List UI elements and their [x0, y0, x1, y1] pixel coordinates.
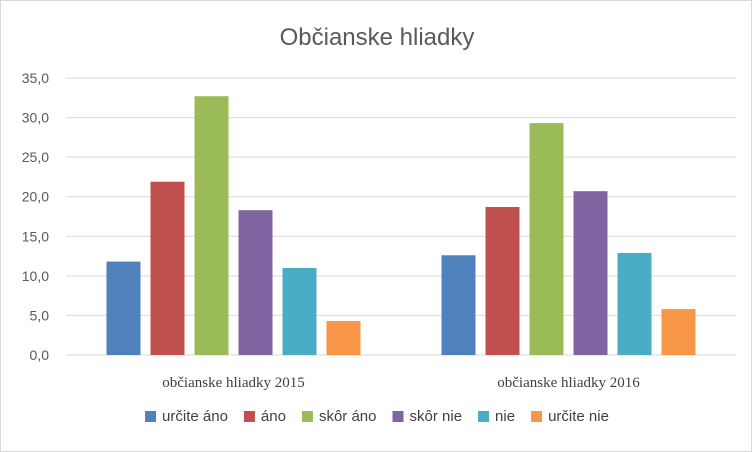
bars	[106, 96, 696, 356]
legend-label: nie	[495, 408, 515, 425]
y-tick-label: 0,0	[30, 347, 50, 363]
legend-item: skôr áno	[301, 408, 377, 425]
legend-swatch	[243, 411, 255, 422]
y-tick-label: 15,0	[22, 228, 49, 244]
bar	[661, 309, 696, 355]
bar	[529, 123, 564, 356]
legend: určite áno áno skôr áno skôr nie nie určite n…	[145, 408, 609, 425]
bar	[194, 96, 229, 356]
legend-item: áno	[243, 408, 286, 425]
legend-swatch	[301, 411, 313, 422]
bar	[441, 255, 476, 355]
y-tick-label: 35,0	[22, 70, 49, 86]
x-axis: občianske hliadky 2015 občianske hliadky …	[162, 375, 640, 391]
legend-item: skôr nie	[392, 408, 463, 425]
bar	[326, 320, 361, 355]
legend-item: určite áno	[145, 408, 228, 425]
legend-swatch	[145, 411, 157, 422]
y-tick-label: 30,0	[22, 110, 49, 126]
bar	[106, 261, 141, 355]
legend-label: určite áno	[162, 408, 228, 425]
y-tick-label: 10,0	[22, 268, 49, 284]
y-tick-label: 20,0	[22, 189, 49, 205]
bar	[150, 181, 185, 355]
legend-label: skôr nie	[410, 408, 463, 425]
bar	[485, 207, 520, 355]
legend-item: určite nie	[531, 408, 609, 425]
bar	[282, 267, 317, 355]
chart-title: Občianske hliadky	[280, 24, 475, 51]
y-tick-label: 25,0	[22, 149, 49, 165]
legend-label: áno	[261, 408, 286, 425]
legend-swatch	[531, 411, 543, 422]
legend-swatch	[478, 411, 490, 422]
bar	[617, 252, 652, 355]
y-tick-label: 5,0	[30, 307, 50, 323]
legend-label: určite nie	[548, 408, 609, 425]
y-axis: 0,0 5,0 10,0 15,0 20,0 25,0 30,0 35,0	[22, 70, 49, 363]
x-category-label: občianske hliadky 2015	[162, 375, 304, 391]
bar	[238, 210, 273, 355]
x-category-label: občianske hliadky 2016	[497, 375, 640, 391]
legend-label: skôr áno	[319, 408, 377, 425]
legend-swatch	[392, 411, 404, 422]
legend-item: nie	[478, 408, 515, 425]
bar	[573, 191, 608, 355]
